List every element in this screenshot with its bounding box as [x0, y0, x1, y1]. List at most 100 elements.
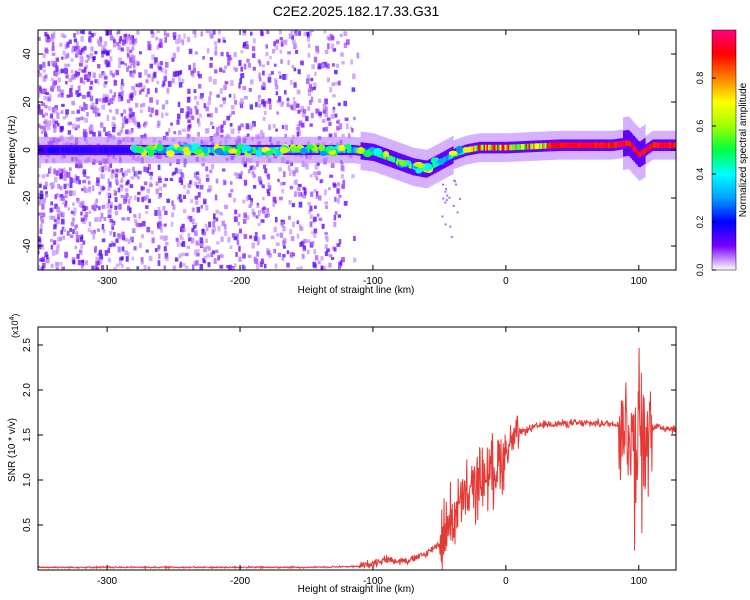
- spectrogram-noise-cell: [42, 212, 46, 218]
- spectrogram-noise-cell: [82, 131, 86, 138]
- spectrogram-noise-cell: [306, 37, 310, 42]
- spectrogram-noise-cell: [49, 94, 52, 100]
- spectrogram-noise-cell: [145, 249, 149, 253]
- spectrogram-noise-cell: [98, 131, 102, 137]
- spectrogram-noise-cell: [39, 200, 44, 205]
- spectrogram-noise-cell: [38, 193, 40, 198]
- spectrogram-noise-cell: [215, 217, 219, 222]
- snr-y-tick-label: 2.5: [22, 338, 33, 352]
- spectrogram-noise-cell: [266, 30, 270, 35]
- spectrogram-noise-cell: [295, 103, 300, 108]
- spectrogram-noise-cell: [258, 61, 262, 67]
- spectrogram-noise-cell: [230, 128, 235, 135]
- spectrogram-noise-cell: [87, 74, 91, 80]
- spectrogram-noise-cell: [333, 247, 337, 252]
- spectrogram-ridge-core: [614, 142, 616, 148]
- spectrogram-ridge-core: [629, 140, 631, 147]
- spectrogram-noise-cell: [99, 254, 104, 260]
- spectrogram-noise-cell: [115, 41, 120, 46]
- spectrogram-ridge-core: [593, 142, 595, 149]
- spectrogram-noise-cell: [74, 127, 78, 131]
- spectrogram-noise-cell: [243, 63, 247, 70]
- spectrogram-ridge-core: [506, 144, 508, 151]
- spectrogram-noise-cell: [259, 180, 263, 185]
- spectrogram-noise-cell: [104, 81, 108, 85]
- spectrogram-noise-cell: [184, 252, 189, 257]
- spectrogram-noise-cell: [47, 96, 51, 102]
- spectrogram-noise-cell: [93, 217, 97, 223]
- spectrogram-noise-cell: [115, 238, 119, 243]
- spectrogram-ridge-core: [212, 147, 214, 153]
- spectrogram-noise-cell: [258, 72, 261, 79]
- spectrogram-ridge-core: [54, 147, 57, 153]
- spectrogram-noise-cell: [70, 69, 74, 74]
- spectrogram-noise-cell: [83, 214, 88, 221]
- spectrogram-noise-cell: [187, 215, 190, 220]
- spectrogram-noise-cell: [94, 245, 98, 250]
- spectrogram-noise-cell: [117, 30, 121, 34]
- spectrogram-noise-cell: [91, 102, 95, 108]
- spectrogram-noise-cell: [72, 202, 75, 206]
- spectrogram-noise-cell: [69, 92, 73, 98]
- spectrogram-noise-cell: [219, 264, 224, 269]
- spectrogram-noise-cell: [220, 127, 224, 133]
- spectrogram-noise-cell: [306, 239, 311, 243]
- spectrogram-noise-cell: [44, 131, 47, 137]
- spectrogram-noise-cell: [330, 163, 335, 168]
- spectrogram-ridge-core: [105, 147, 108, 153]
- spectrogram-ridge-blob: [398, 160, 408, 166]
- spectrogram-noise-cell: [62, 167, 66, 173]
- spectrogram-ridge-core: [579, 142, 582, 149]
- spectrogram-noise-cell: [72, 229, 75, 235]
- spectrogram-ridge-core: [114, 147, 117, 153]
- spectrogram-noise-cell: [123, 34, 127, 39]
- spectrogram-noise-cell: [327, 43, 330, 50]
- spectrogram-noise-cell: [124, 115, 127, 121]
- spectrogram-ridge-core: [584, 142, 586, 149]
- spectrogram-noise-cell: [120, 61, 125, 65]
- snr-multiplier-base: (x10: [10, 320, 20, 338]
- spectrogram-noise-cell: [261, 210, 266, 214]
- spectrogram-noise-cell: [41, 265, 45, 270]
- spectrogram-noise-cell: [211, 125, 215, 129]
- spectrogram-ridge-core: [642, 149, 645, 155]
- spectrogram-noise-cell: [44, 31, 48, 37]
- spectrogram-noise-cell: [235, 233, 239, 239]
- spectrogram-noise-cell: [279, 232, 284, 238]
- spectrogram-noise-cell: [322, 266, 327, 270]
- spectrogram-ridge-core: [599, 142, 601, 149]
- spectrogram-noise-cell: [313, 82, 317, 88]
- spectrogram-noise-cell: [127, 55, 131, 59]
- spectrogram-noise-cell: [62, 201, 65, 205]
- spectrogram-noise-cell: [332, 109, 336, 113]
- spectrogram-noise-cell: [242, 30, 247, 33]
- spectrogram-noise-cell: [117, 246, 121, 253]
- spectrogram-noise-cell: [157, 244, 161, 250]
- spectrogram-ridge-core: [635, 147, 637, 154]
- spectrogram-noise-cell: [100, 122, 104, 128]
- spectrogram-noise-cell: [252, 166, 256, 171]
- spectrogram-ridge-core: [390, 155, 393, 162]
- spectrogram-ridge-blob: [279, 146, 289, 154]
- spectrogram-noise-cell: [63, 175, 67, 181]
- spectrogram-noise-cell: [163, 75, 167, 82]
- spectrogram-noise-cell: [66, 171, 71, 178]
- spectrogram-noise-cell: [284, 133, 287, 138]
- spectrogram-noise-cell: [181, 223, 185, 228]
- spectrogram-ridge-core: [113, 147, 115, 153]
- spectrogram-noise-cell: [124, 170, 128, 177]
- snr-y-label: SNR (10 * v/v): [7, 418, 18, 482]
- spectrogram-noise-cell: [329, 87, 333, 93]
- snr-y-ticks: 0.51.01.52.02.5: [22, 338, 676, 532]
- spectrogram-noise-cell: [193, 30, 197, 35]
- spectrogram-noise-cell: [42, 198, 45, 205]
- spectrogram-noise-cell: [91, 205, 95, 210]
- spectrogram-noise-cell: [441, 215, 444, 218]
- spectrogram-noise-cell: [110, 222, 115, 227]
- spectrogram-noise-cell: [209, 169, 213, 174]
- spectrogram-noise-cell: [91, 185, 95, 192]
- spectrogram-noise-cell: [82, 240, 86, 245]
- spectrogram-noise-cell: [200, 31, 204, 37]
- spectrogram-ridge-core: [519, 144, 522, 150]
